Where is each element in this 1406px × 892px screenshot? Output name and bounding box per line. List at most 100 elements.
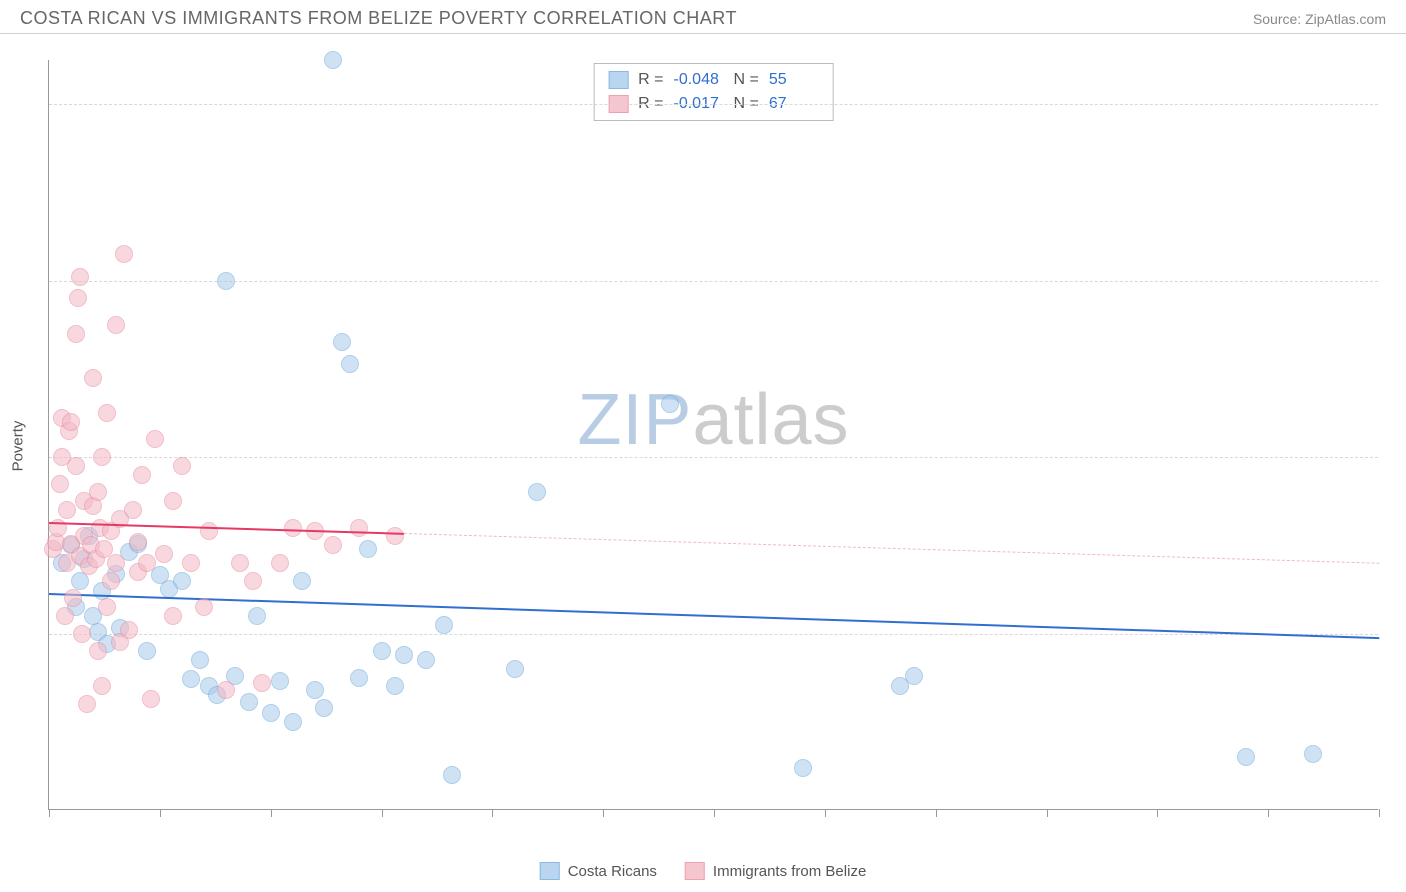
data-point <box>905 667 923 685</box>
gridline <box>49 104 1378 105</box>
data-point <box>115 245 133 263</box>
data-point <box>284 519 302 537</box>
r-value: -0.048 <box>674 68 724 92</box>
data-point <box>89 642 107 660</box>
data-point <box>443 766 461 784</box>
x-tick <box>825 809 826 817</box>
swatch-icon <box>540 862 560 880</box>
data-point <box>138 642 156 660</box>
data-point <box>386 677 404 695</box>
data-point <box>62 413 80 431</box>
data-point <box>395 646 413 664</box>
data-point <box>506 660 524 678</box>
data-point <box>133 466 151 484</box>
data-point <box>528 483 546 501</box>
trend-line-dashed <box>404 533 1379 564</box>
x-tick <box>936 809 937 817</box>
data-point <box>120 621 138 639</box>
data-point <box>164 607 182 625</box>
y-axis-title: Poverty <box>10 421 27 472</box>
data-point <box>56 607 74 625</box>
data-point <box>182 670 200 688</box>
data-point <box>67 325 85 343</box>
data-point <box>164 492 182 510</box>
plot-area: ZIPatlas R =-0.048N =55R =-0.017N =67 <box>48 60 1378 810</box>
x-tick <box>382 809 383 817</box>
x-tick <box>49 809 50 817</box>
x-tick <box>160 809 161 817</box>
source-label: Source: ZipAtlas.com <box>1253 11 1386 27</box>
x-tick <box>1157 809 1158 817</box>
data-point <box>173 572 191 590</box>
data-point <box>350 519 368 537</box>
data-point <box>155 545 173 563</box>
data-point <box>217 272 235 290</box>
data-point <box>107 554 125 572</box>
legend-label: Costa Ricans <box>568 863 657 880</box>
data-point <box>293 572 311 590</box>
data-point <box>231 554 249 572</box>
data-point <box>182 554 200 572</box>
n-label: N = <box>734 68 759 92</box>
legend-item: Costa Ricans <box>540 862 657 880</box>
data-point <box>248 607 266 625</box>
data-point <box>73 625 91 643</box>
data-point <box>71 268 89 286</box>
watermark-lead: ZIP <box>577 380 692 460</box>
data-point <box>350 669 368 687</box>
series-legend: Costa Ricans Immigrants from Belize <box>540 862 867 880</box>
data-point <box>435 616 453 634</box>
data-point <box>69 289 87 307</box>
data-point <box>98 404 116 422</box>
data-point <box>146 430 164 448</box>
gridline <box>49 634 1378 635</box>
chart-header: COSTA RICAN VS IMMIGRANTS FROM BELIZE PO… <box>0 0 1406 34</box>
data-point <box>262 704 280 722</box>
data-point <box>102 572 120 590</box>
data-point <box>417 651 435 669</box>
x-tick <box>1268 809 1269 817</box>
data-point <box>124 501 142 519</box>
data-point <box>271 554 289 572</box>
data-point <box>138 554 156 572</box>
data-point <box>64 589 82 607</box>
data-point <box>315 699 333 717</box>
data-point <box>93 677 111 695</box>
x-tick <box>271 809 272 817</box>
swatch-icon <box>608 71 628 89</box>
data-point <box>341 355 359 373</box>
data-point <box>107 316 125 334</box>
x-tick <box>603 809 604 817</box>
data-point <box>173 457 191 475</box>
data-point <box>1304 745 1322 763</box>
data-point <box>129 533 147 551</box>
x-tick <box>1047 809 1048 817</box>
data-point <box>195 598 213 616</box>
data-point <box>78 695 96 713</box>
n-value: 55 <box>769 68 819 92</box>
r-label: R = <box>638 68 663 92</box>
data-point <box>191 651 209 669</box>
data-point <box>200 522 218 540</box>
data-point <box>58 501 76 519</box>
data-point <box>271 672 289 690</box>
data-point <box>84 369 102 387</box>
legend-label: Immigrants from Belize <box>713 863 866 880</box>
watermark-logo: ZIPatlas <box>577 379 849 461</box>
data-point <box>89 483 107 501</box>
stats-legend: R =-0.048N =55R =-0.017N =67 <box>593 63 834 121</box>
gridline <box>49 457 1378 458</box>
data-point <box>93 448 111 466</box>
data-point <box>244 572 262 590</box>
data-point <box>98 598 116 616</box>
data-point <box>217 681 235 699</box>
legend-item: Immigrants from Belize <box>685 862 866 880</box>
x-tick <box>714 809 715 817</box>
data-point <box>240 693 258 711</box>
data-point <box>324 51 342 69</box>
data-point <box>794 759 812 777</box>
data-point <box>324 536 342 554</box>
data-point <box>661 395 679 413</box>
data-point <box>359 540 377 558</box>
data-point <box>1237 748 1255 766</box>
